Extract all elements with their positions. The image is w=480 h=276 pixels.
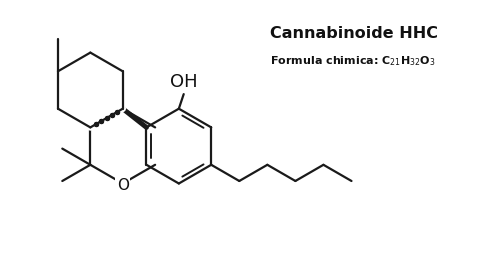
Text: Cannabinoide HHC: Cannabinoide HHC [270,26,438,41]
Text: OH: OH [170,73,197,91]
Text: Formula chimica: C$_{21}$H$_{32}$O$_{3}$: Formula chimica: C$_{21}$H$_{32}$O$_{3}$ [270,54,435,68]
Text: O: O [117,178,129,193]
